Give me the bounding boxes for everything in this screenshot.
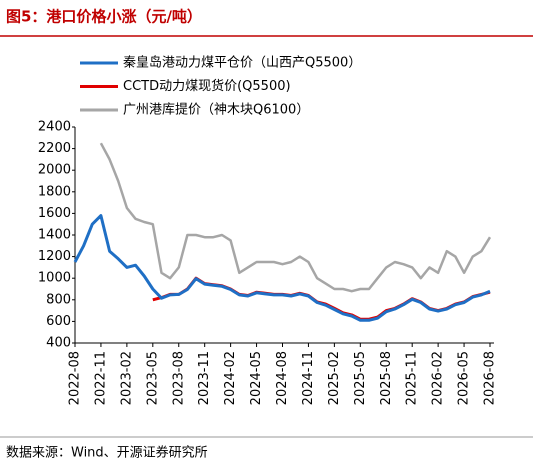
- y-tick-label: 1400: [38, 228, 71, 243]
- x-tick-label: 2023-11: [197, 351, 212, 405]
- legend-label: 广州港库提价（神木块Q6100）: [123, 102, 309, 118]
- x-tick-label: 2022-11: [93, 351, 108, 405]
- x-tick-label: 2026-08: [483, 351, 498, 405]
- y-tick-label: 1000: [38, 271, 71, 286]
- y-tick-label: 2000: [38, 163, 71, 178]
- y-tick-label: 2400: [38, 120, 71, 135]
- x-tick-label: 2024-11: [301, 351, 316, 405]
- y-tick-label: 1800: [38, 184, 71, 199]
- y-tick-label: 800: [46, 292, 71, 307]
- x-tick-label: 2025-08: [379, 351, 394, 405]
- y-tick-label: 1600: [38, 206, 71, 221]
- y-tick-label: 400: [46, 336, 71, 351]
- chart-title: 图5：港口价格小涨（元/吨）: [6, 8, 202, 26]
- series-line: [73, 214, 491, 322]
- y-tick-label: 1200: [38, 249, 71, 264]
- x-tick-label: 2026-05: [457, 351, 472, 405]
- y-tick-label: 2200: [38, 141, 71, 156]
- x-tick-label: 2024-05: [249, 351, 264, 405]
- x-tick-label: 2024-02: [223, 351, 238, 405]
- x-tick-label: 2026-02: [431, 351, 446, 405]
- x-tick-label: 2025-11: [405, 351, 420, 405]
- x-tick-label: 2023-02: [119, 351, 134, 405]
- series-line: [99, 142, 492, 293]
- source: 数据来源：Wind、开源证券研究所: [6, 445, 208, 461]
- legend-label: CCTD动力煤现货价(Q5500): [123, 78, 291, 94]
- y-tick-label: 600: [46, 314, 71, 329]
- x-tick-label: 2022-08: [68, 351, 83, 405]
- x-tick-label: 2025-05: [353, 351, 368, 405]
- legend-label: 秦皇岛港动力煤平仓价（山西产Q5500）: [123, 55, 361, 71]
- x-tick-label: 2024-08: [275, 351, 290, 405]
- x-tick-label: 2025-02: [327, 351, 342, 405]
- x-tick-label: 2023-08: [171, 351, 186, 405]
- x-tick-label: 2023-05: [145, 351, 160, 405]
